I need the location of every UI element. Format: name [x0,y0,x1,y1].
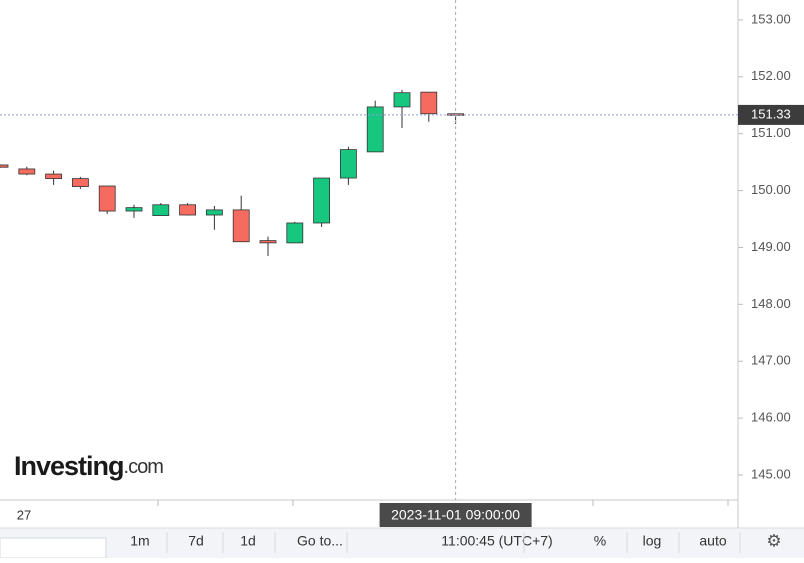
candle-body [179,204,197,216]
toolbar-button[interactable]: 1m [130,533,149,549]
toolbar-button[interactable]: log [643,533,662,549]
x-ticks [157,500,729,506]
settings-icon[interactable]: ⚙ [766,531,781,550]
crosshair-box [379,503,532,527]
candle-body [45,173,62,180]
candle-body [72,178,89,187]
toolbar-button[interactable]: 1d [240,533,256,549]
candle-body [393,92,411,108]
crosshair-label: 2023-11-01 09:00:00 [391,507,520,523]
candle-body [339,149,357,179]
y-tick-label: 152.00 [751,68,791,83]
x-tick-label: 27 [17,507,31,522]
y-tick-label: 145.00 [751,466,791,481]
candle-body [313,177,331,224]
candle-body [98,185,116,212]
y-tick-label: 153.00 [751,11,791,26]
y-tick-label: 150.00 [751,182,791,197]
last-price-box [738,104,804,125]
candle-body [152,204,170,216]
candle-body [259,240,277,244]
candle-body [232,209,250,243]
toolbar-button[interactable]: Go to... [297,533,343,549]
y-tick-label: 148.00 [751,296,791,311]
candle-body [286,222,304,244]
toolbar-bg [0,528,804,558]
candle-body [205,209,223,216]
last-price-label: 151.33 [751,106,791,121]
toolbar-button[interactable]: auto [699,533,726,549]
y-tick-label: 151.00 [751,125,791,140]
candle-body [420,91,438,115]
y-tick-label: 149.00 [751,239,791,254]
y-tick-label: 147.00 [751,353,791,368]
y-tick-label: 146.00 [751,410,791,425]
watermark-suffix: .com [124,456,164,478]
watermark-bold: Investing [14,451,124,481]
side-panel [0,537,107,559]
candle-body [366,106,384,153]
candle-body [18,168,36,175]
candle-body [125,207,143,212]
toolbar-button[interactable]: % [594,533,606,549]
candle-body [0,164,9,168]
watermark: Investing.com [14,451,163,481]
toolbar-button[interactable]: 7d [188,533,204,549]
toolbar-button[interactable]: 11:00:45 (UTC+7) [441,533,552,549]
